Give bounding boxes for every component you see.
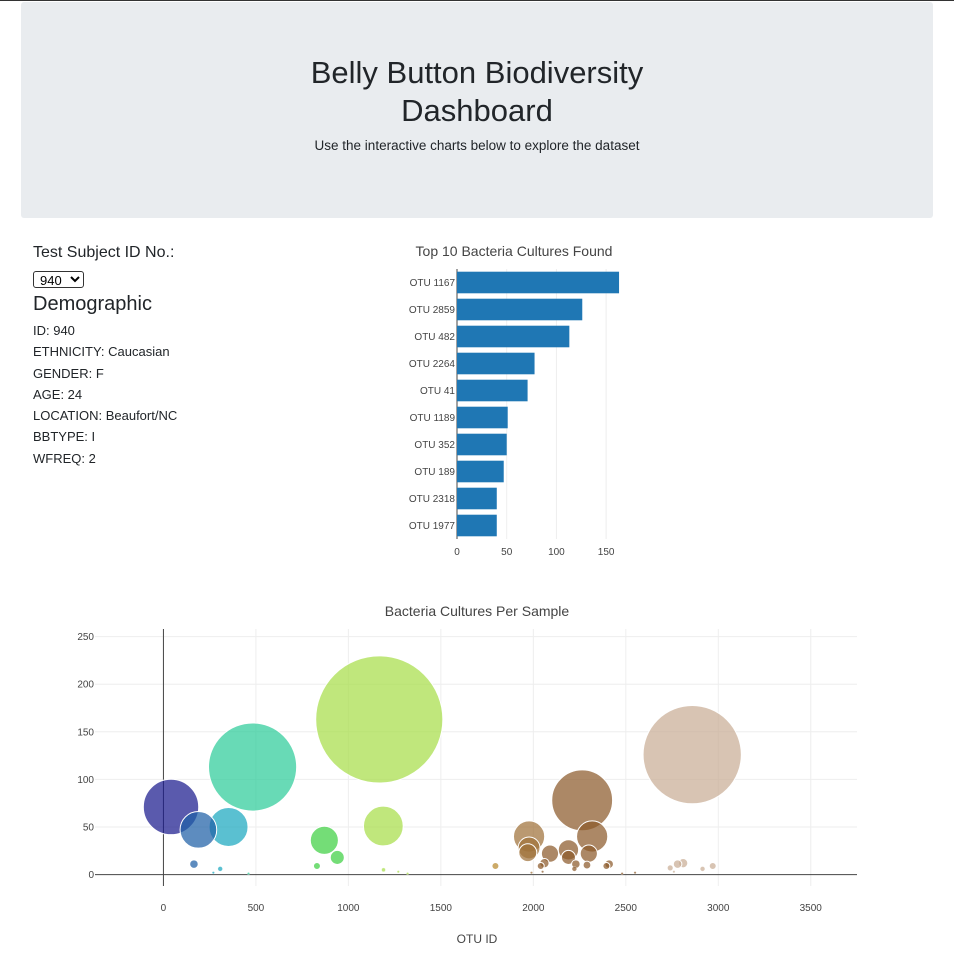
- bar-y-tick-label: OTU 2264: [409, 359, 456, 370]
- bubble-x-tick-label: 3500: [800, 903, 823, 914]
- bar-mark[interactable]: [457, 298, 583, 321]
- bubble-point[interactable]: [518, 843, 538, 863]
- demographic-line: LOCATION: Beaufort/NC: [33, 408, 178, 424]
- bubble-point[interactable]: [309, 825, 339, 855]
- bubble-point[interactable]: [667, 865, 674, 871]
- bubble-x-tick-label: 0: [161, 903, 167, 914]
- bar-y-tick-label: OTU 1977: [409, 521, 456, 532]
- bubble-point[interactable]: [708, 862, 717, 871]
- bubble-x-tick-label: 2500: [615, 903, 638, 914]
- bubble-point[interactable]: [602, 862, 611, 871]
- bar-mark[interactable]: [457, 433, 507, 456]
- bubble-point[interactable]: [700, 866, 706, 872]
- bubble-x-tick-label: 2000: [522, 903, 545, 914]
- bubble-point[interactable]: [217, 866, 223, 872]
- bubble-point[interactable]: [530, 871, 533, 875]
- bubble-x-tick-label: 1500: [430, 903, 453, 914]
- bubble-point[interactable]: [560, 849, 576, 865]
- bubble-point[interactable]: [362, 805, 404, 847]
- bubble-point[interactable]: [491, 862, 500, 871]
- bar-y-tick-label: OTU 1189: [410, 413, 456, 424]
- bubble-point[interactable]: [315, 655, 444, 784]
- bubble-point[interactable]: [212, 871, 215, 875]
- bar-chart-title: Top 10 Bacteria Cultures Found: [416, 243, 613, 259]
- bar-mark[interactable]: [457, 271, 620, 294]
- bubble-point[interactable]: [582, 860, 592, 870]
- bubble-chart[interactable]: Bacteria Cultures Per Sample 0 500 1000 150…: [0, 593, 954, 958]
- subject-select-label: Test Subject ID No.:: [33, 244, 175, 261]
- bubble-point[interactable]: [540, 844, 560, 863]
- bubble-x-tick-label: 1000: [337, 903, 360, 914]
- demographic-line: ETHNICITY: Caucasian: [33, 344, 170, 360]
- bar-y-tick-label: OTU 1167: [410, 278, 456, 289]
- bubble-x-axis-title: OTU ID: [457, 932, 498, 946]
- bubble-point[interactable]: [536, 862, 545, 871]
- bubble-point[interactable]: [208, 722, 298, 812]
- bubble-y-tick-label: 200: [77, 680, 94, 691]
- bubble-point[interactable]: [541, 870, 544, 874]
- bubble-point[interactable]: [396, 870, 400, 874]
- bar-mark[interactable]: [457, 460, 504, 483]
- page-title: Belly Button Biodiversity Dashboard: [310, 55, 644, 128]
- bar-mark[interactable]: [457, 514, 497, 537]
- bubble-y-tick-label: 100: [77, 775, 94, 786]
- bubble-point[interactable]: [551, 769, 614, 832]
- bubble-point[interactable]: [672, 870, 676, 874]
- bar-y-tick-label: OTU 482: [414, 332, 455, 343]
- bubble-y-tick-label: 50: [83, 822, 95, 833]
- bubble-point[interactable]: [571, 866, 577, 872]
- demographic-line: GENDER: F: [33, 365, 104, 381]
- bubble-chart-title: Bacteria Cultures Per Sample: [385, 603, 570, 619]
- bubble-point[interactable]: [633, 871, 637, 875]
- bubble-y-tick-label: 150: [77, 727, 94, 738]
- demographic-info: ID: 940 ETHNICITY: Caucasian GENDER: F A…: [33, 320, 353, 469]
- bar-y-tick-label: OTU 41: [420, 386, 455, 397]
- bubble-point[interactable]: [620, 872, 624, 875]
- bubble-point[interactable]: [642, 705, 742, 805]
- header-jumbotron: Belly Button Biodiversity Dashboard Use …: [21, 2, 933, 218]
- bubble-y-tick-label: 0: [88, 870, 94, 881]
- bubble-point[interactable]: [381, 867, 386, 872]
- bar-y-tick-label: OTU 189: [414, 467, 455, 478]
- bubble-point[interactable]: [312, 862, 321, 871]
- demographic-line: BBTYPE: I: [33, 429, 96, 445]
- bar-y-tick-label: OTU 352: [414, 440, 455, 451]
- bubble-x-tick-label: 500: [248, 903, 265, 914]
- bar-mark[interactable]: [457, 325, 570, 348]
- bar-y-tick-label: OTU 2859: [409, 305, 456, 316]
- bar-mark[interactable]: [457, 406, 508, 429]
- bar-x-tick-label: 150: [598, 547, 615, 558]
- bar-x-tick-label: 0: [454, 547, 460, 558]
- demographic-line: AGE: 24: [33, 386, 83, 402]
- bar-x-tick-label: 50: [501, 547, 513, 558]
- demographic-line: WFREQ: 2: [33, 450, 96, 466]
- bubble-x-tick-label: 3000: [707, 903, 730, 914]
- bar-mark[interactable]: [457, 487, 497, 510]
- bar-mark[interactable]: [457, 352, 535, 375]
- bubble-point[interactable]: [247, 872, 250, 875]
- top10-bar-chart[interactable]: Top 10 Bacteria Cultures Found OTU 1167 O…: [380, 233, 660, 563]
- demographic-title: Demographic: [33, 293, 152, 315]
- bubble-point[interactable]: [406, 872, 409, 875]
- bubble-point[interactable]: [672, 859, 683, 869]
- subject-id-select[interactable]: 940: [33, 271, 84, 288]
- bubble-point[interactable]: [579, 844, 598, 863]
- bubble-point[interactable]: [329, 849, 345, 865]
- bubble-y-tick-label: 250: [77, 632, 94, 643]
- demographic-line: ID: 940: [33, 323, 75, 338]
- bubble-point[interactable]: [189, 859, 199, 869]
- left-panel: Test Subject ID No.: 940 Demographic ID:…: [33, 241, 353, 469]
- bar-mark[interactable]: [457, 379, 528, 402]
- bar-y-tick-label: OTU 2318: [409, 494, 456, 505]
- bar-x-tick-label: 100: [548, 547, 565, 558]
- page-subtitle: Use the interactive charts below to expl…: [314, 138, 640, 153]
- bubble-point[interactable]: [179, 811, 218, 849]
